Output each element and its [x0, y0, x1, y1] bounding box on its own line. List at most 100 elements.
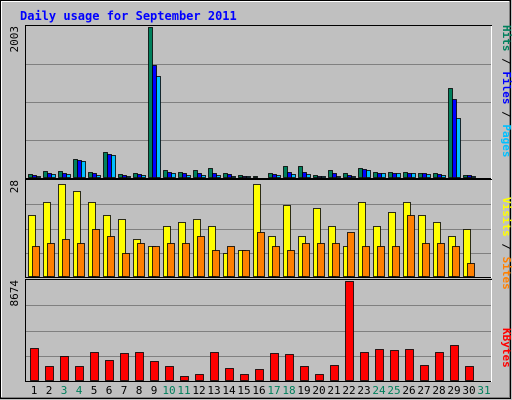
bar-hits — [388, 172, 393, 178]
bar-files — [392, 173, 397, 178]
x-tick-labels: 1 2 3 4 5 6 7 8 9 10 11 12 13 14 15 16 17 18 19 20 21 22 23 24 2… — [31, 384, 491, 397]
bar-pages — [381, 173, 386, 178]
bar-pages — [351, 176, 356, 178]
bar-sites — [167, 243, 175, 277]
bar-hits — [103, 152, 108, 178]
bar-files — [197, 173, 202, 178]
bar-files — [107, 154, 112, 178]
bar-sites — [422, 243, 430, 277]
y-max-labels: 2003 28 8674 — [8, 26, 21, 307]
bar-pages — [456, 118, 461, 178]
bar-hits — [373, 172, 378, 178]
x-tick-label: 15 — [237, 384, 250, 397]
bar-files — [467, 175, 472, 178]
bar-files — [77, 160, 82, 178]
chart-bars — [28, 27, 476, 381]
bar-hits — [208, 168, 213, 178]
bar-visits — [28, 215, 36, 277]
bar-pages — [471, 176, 476, 178]
bar-hits — [313, 175, 318, 178]
bar-files — [242, 176, 247, 178]
bar-files — [272, 174, 277, 178]
x-tick-label: 21 — [327, 384, 340, 397]
bar-pages — [111, 155, 116, 178]
bar-sites — [212, 250, 220, 277]
legend-sep-1: / — [500, 52, 512, 72]
bar-kbytes — [330, 365, 339, 381]
bar-files — [347, 175, 352, 178]
bar-pages — [156, 76, 161, 178]
bar-files — [62, 173, 67, 178]
bar-sites — [272, 246, 280, 277]
bar-hits — [283, 166, 288, 178]
bar-visits — [73, 191, 81, 277]
x-tick-label: 9 — [151, 384, 158, 397]
bar-pages — [66, 174, 71, 178]
bar-pages — [201, 175, 206, 178]
bar-kbytes — [315, 374, 324, 381]
bar-pages — [36, 176, 41, 178]
bar-hits — [298, 166, 303, 178]
x-tick-label: 25 — [387, 384, 400, 397]
bar-sites — [137, 243, 145, 277]
bar-kbytes — [360, 352, 369, 381]
bar-files — [407, 173, 412, 178]
bar-hits — [133, 173, 138, 178]
x-tick-label: 28 — [432, 384, 445, 397]
bar-sites — [287, 250, 295, 277]
legend-visits-sites: Visits / Sites — [500, 197, 512, 290]
bar-sites — [317, 243, 325, 277]
legend-sites: Sites — [500, 257, 512, 290]
bar-kbytes — [75, 366, 84, 381]
bar-pages — [441, 175, 446, 178]
bar-files — [32, 175, 37, 178]
bar-files — [182, 173, 187, 178]
bar-pages — [306, 174, 311, 178]
bar-kbytes — [45, 366, 54, 381]
bar-kbytes — [390, 350, 399, 381]
bar-pages — [366, 170, 371, 178]
bar-hits — [418, 173, 423, 178]
x-tick-label: 12 — [192, 384, 205, 397]
x-tick-label: 16 — [252, 384, 265, 397]
bar-sites — [77, 243, 85, 277]
bar-hits — [463, 175, 468, 178]
x-tick-label: 2 — [46, 384, 53, 397]
bar-kbytes — [285, 354, 294, 381]
bar-pages — [216, 175, 221, 178]
bar-sites — [407, 215, 415, 277]
x-tick-label: 7 — [121, 384, 128, 397]
bar-kbytes — [150, 361, 159, 381]
bar-sites — [47, 243, 55, 277]
bar-files — [302, 172, 307, 178]
bar-files — [92, 173, 97, 178]
legend-sep-3: / — [500, 237, 512, 257]
bar-kbytes — [240, 374, 249, 381]
bar-kbytes — [225, 368, 234, 381]
x-tick-label: 20 — [312, 384, 325, 397]
bar-visits — [388, 212, 396, 277]
x-tick-label: 26 — [402, 384, 415, 397]
bar-files — [452, 99, 457, 178]
bar-kbytes — [90, 352, 99, 381]
bar-pages — [186, 175, 191, 178]
bar-hits — [343, 173, 348, 178]
bar-sites — [92, 229, 100, 277]
bar-kbytes — [435, 352, 444, 381]
bar-hits — [403, 172, 408, 178]
bar-kbytes — [420, 365, 429, 381]
bar-kbytes — [180, 376, 189, 381]
y-max-label: 2003 — [8, 26, 21, 53]
x-tick-label: 29 — [447, 384, 460, 397]
bar-visits — [358, 202, 366, 277]
bar-files — [287, 172, 292, 178]
legend-kbytes: KBytes — [500, 328, 512, 368]
x-tick-label: 31 — [477, 384, 490, 397]
bar-files — [167, 172, 172, 178]
bar-files — [332, 173, 337, 178]
bar-pages — [411, 173, 416, 178]
bar-kbytes — [210, 352, 219, 381]
bar-files — [377, 173, 382, 178]
bar-pages — [321, 176, 326, 178]
